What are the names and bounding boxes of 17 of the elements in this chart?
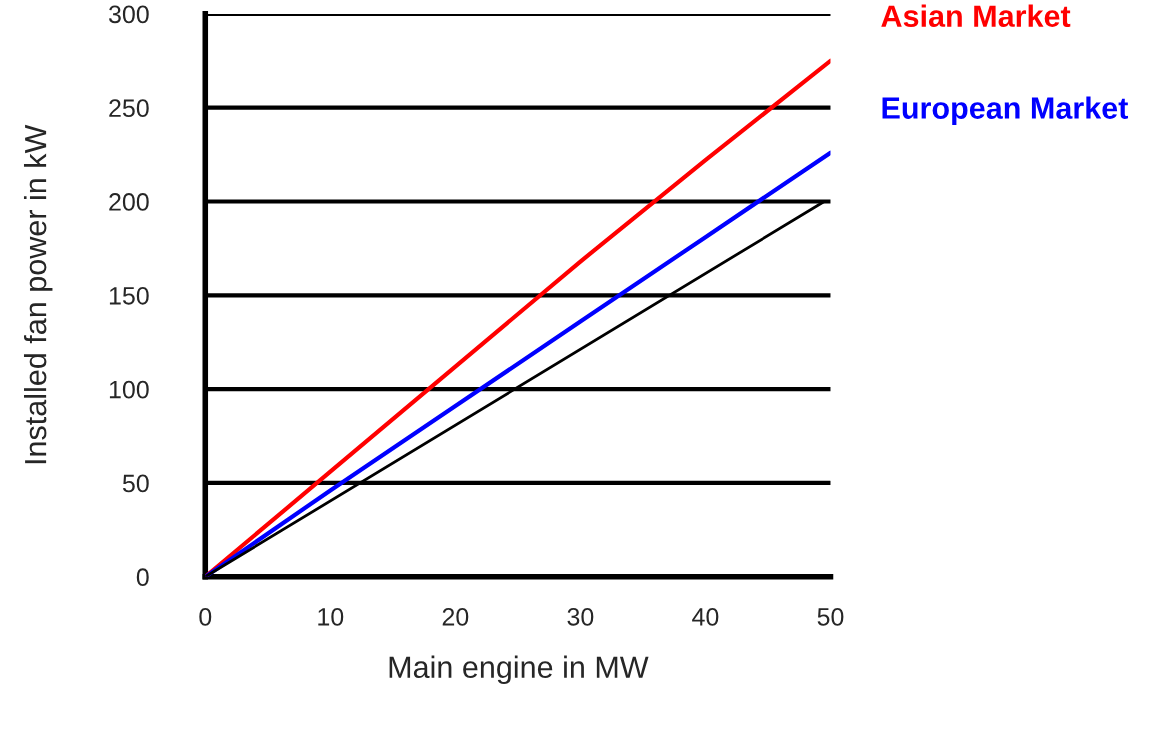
x-tick-label: 30: [567, 607, 594, 626]
y-axis-title: Installed fan power in kW: [23, 124, 53, 464]
y-tick-label: 100: [109, 380, 149, 399]
x-tick-label: 20: [442, 607, 469, 626]
x-tick-label: 10: [318, 607, 344, 626]
series-label: Asian Market: [881, 4, 1071, 27]
x-tick-label: 0: [199, 607, 212, 626]
y-tick-label: 200: [109, 193, 149, 211]
y-tick-label: 150: [109, 286, 149, 305]
y-tick-label: 50: [122, 474, 149, 493]
y-tick-label: 300: [108, 5, 149, 24]
x-axis-title: Main engine in MW: [389, 655, 649, 685]
x-tick-label: 40: [692, 607, 719, 626]
y-tick-label: 250: [109, 99, 149, 118]
y-tick-label: 0: [136, 568, 149, 587]
x-tick-label: 50: [817, 607, 844, 626]
series-label: European Market: [882, 96, 1129, 125]
